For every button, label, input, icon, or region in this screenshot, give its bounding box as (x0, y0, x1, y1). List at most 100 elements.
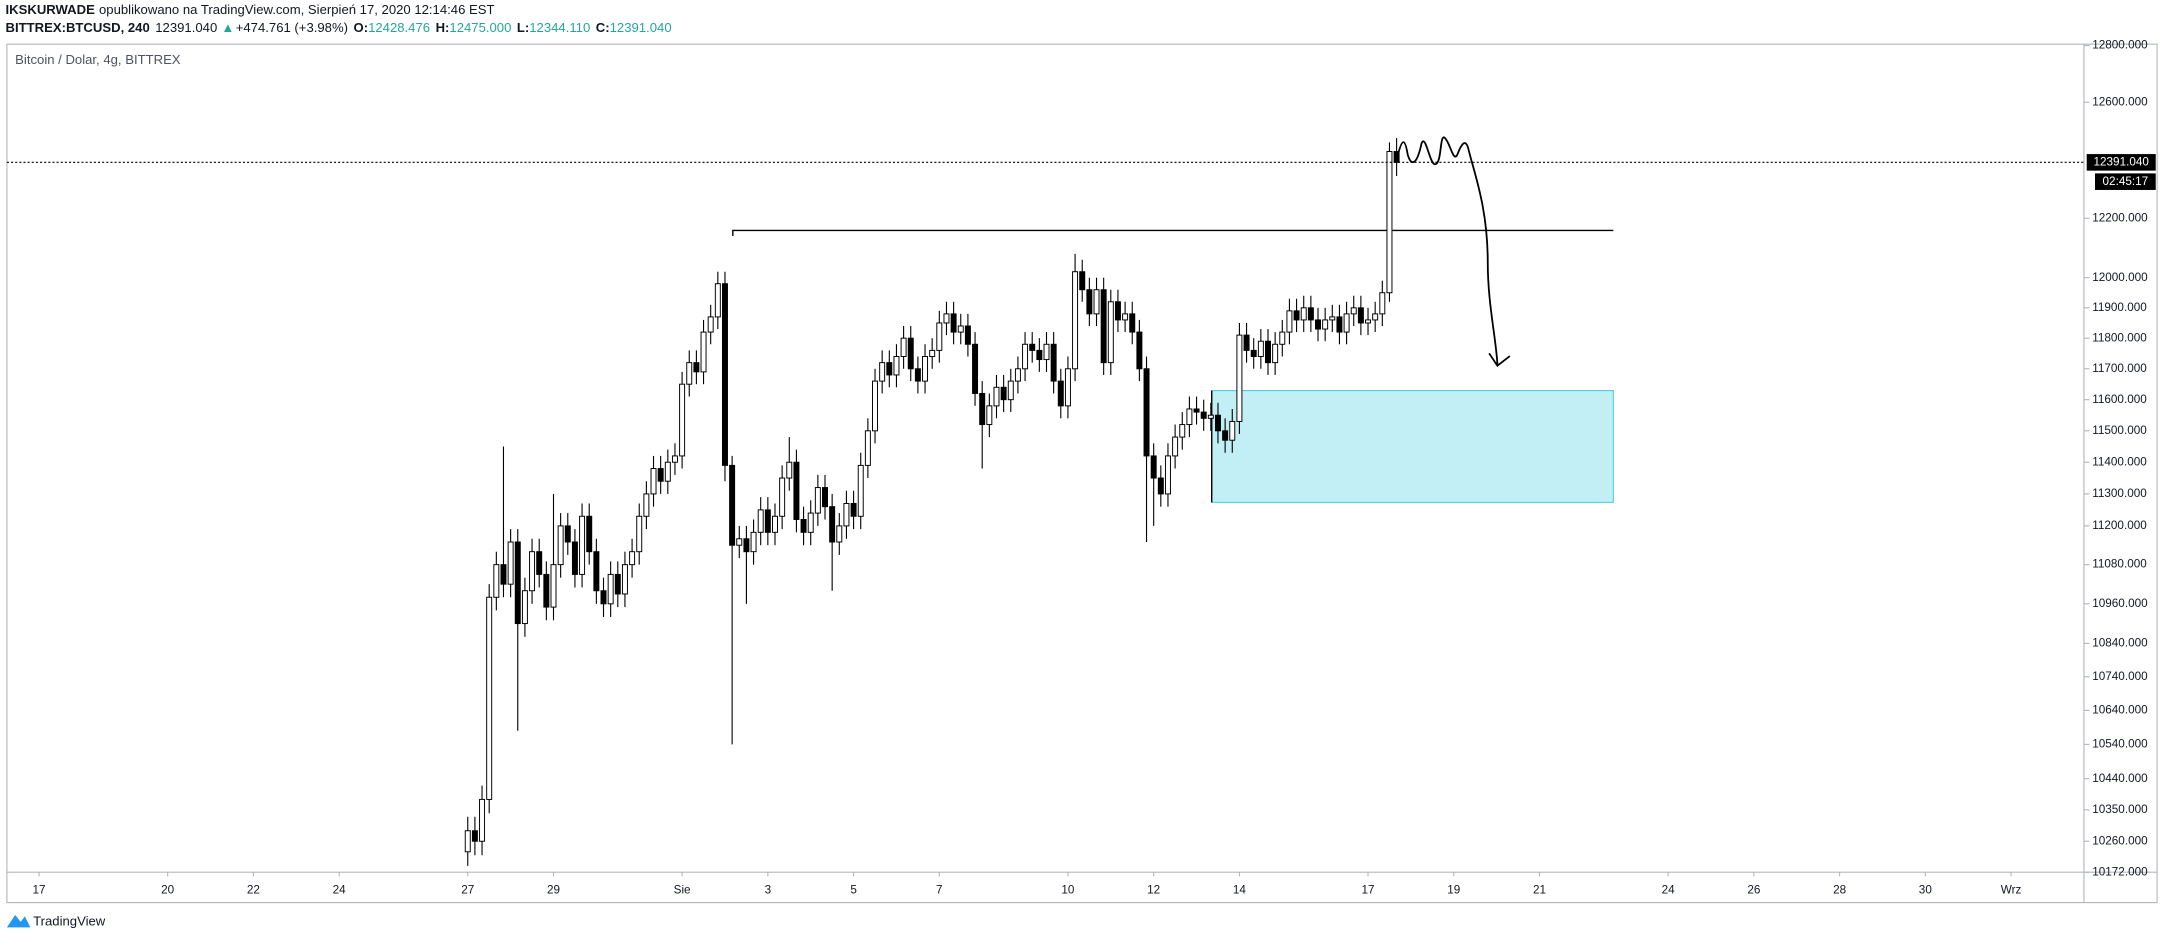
author: IKSKURWADE (6, 3, 96, 18)
candle-body (529, 551, 536, 592)
candle-body (1265, 340, 1271, 364)
arrow: ▲ (221, 20, 234, 35)
countdown-box (2094, 173, 2156, 190)
candle-body (1250, 349, 1257, 357)
candle-body (636, 515, 643, 553)
candle-body (664, 461, 671, 482)
candle-body (1050, 343, 1057, 382)
candle-body (957, 325, 964, 333)
candle-body (1150, 455, 1157, 479)
last-price-box (2086, 154, 2156, 171)
candle-body (1129, 313, 1136, 333)
candle-body (629, 551, 636, 566)
candle-body (807, 512, 814, 533)
candle-body (943, 313, 950, 324)
candle-body (979, 392, 986, 426)
price: 12391.040 (155, 20, 217, 35)
x-tick-label: 19 (1447, 883, 1460, 896)
x-tick-label: 17 (33, 883, 46, 896)
candle-body (657, 468, 664, 482)
candle-body (843, 503, 850, 527)
y-tick-label: 12200.000 (2092, 211, 2148, 224)
candle-body (500, 564, 507, 585)
candle-body (1164, 455, 1171, 495)
y-tick-label: 10540.000 (2092, 737, 2148, 750)
ohlc-label: H: (436, 20, 450, 35)
candle-body (772, 515, 778, 533)
footer: TradingView (6, 913, 106, 928)
candle-body (1000, 386, 1007, 401)
candle-body (1072, 271, 1079, 370)
candle-body (679, 383, 686, 457)
candle-body (814, 487, 821, 514)
candle-body (1315, 319, 1321, 330)
candle-body (1236, 334, 1243, 422)
ohlc-label: O: (354, 20, 369, 35)
candle-body (836, 525, 843, 543)
y-tick-label: 10640.000 (2092, 704, 2148, 717)
candle-body (1122, 313, 1129, 321)
candle-body (1029, 343, 1036, 351)
candle-body (1157, 477, 1164, 495)
candle-body (471, 830, 478, 842)
x-tick-label: 21 (1533, 883, 1546, 896)
candle-body (543, 573, 550, 608)
y-tick-label: 11900.000 (2092, 301, 2147, 314)
candle-body (1322, 319, 1329, 330)
candle-body (1300, 307, 1307, 321)
x-tick-label: 7 (936, 883, 943, 896)
x-tick-label: 5 (850, 883, 857, 896)
x-tick-label: 14 (1233, 883, 1247, 896)
published: opublikowano na TradingView.com, Sierpie… (99, 3, 495, 18)
y-tick-label: 11600.000 (2092, 393, 2147, 406)
candle-body (1143, 368, 1150, 457)
candle-body (986, 405, 993, 426)
x-tick-label: 29 (547, 883, 560, 896)
symbol-line: BITTREX:BTCUSD, 240 12391.040 ▲+474.761 (+… (6, 20, 672, 35)
candle-body (1179, 424, 1186, 438)
x-tick-label: 28 (1833, 883, 1847, 896)
candle-body (1200, 411, 1207, 419)
candle-body (1107, 301, 1114, 364)
candle-body (1043, 343, 1050, 361)
candle-body (950, 313, 957, 333)
candle-body (493, 564, 500, 598)
candle-body (1379, 292, 1386, 315)
last-price-label: 12391.040 (2094, 155, 2150, 168)
y-tick-label: 10350.000 (2092, 803, 2148, 816)
candle-body (1100, 289, 1107, 364)
candle-body (650, 468, 657, 495)
ohlc-label: L: (517, 20, 529, 35)
hand-drawn-arrow (1397, 136, 1511, 368)
candle-body (707, 316, 714, 333)
candle-body (1036, 349, 1043, 361)
candle-body (1007, 380, 1014, 401)
candle-body (743, 538, 750, 553)
candle-body (864, 430, 871, 466)
change: +474.761 (+3.98%) (236, 20, 348, 35)
candle-body (586, 515, 593, 553)
x-tick-label: 12 (1147, 883, 1160, 896)
frame (6, 43, 2158, 904)
y-tick-label: 11400.000 (2092, 455, 2147, 468)
y-tick-label: 11080.000 (2092, 558, 2147, 571)
candle-body (800, 519, 807, 533)
candle-body (829, 506, 836, 543)
x-tick-label: 3 (765, 883, 772, 896)
candle-body (879, 362, 886, 382)
candle-body (1114, 301, 1121, 321)
candle-body (507, 541, 514, 585)
candle-body (893, 356, 900, 376)
candle-body (886, 362, 893, 376)
chart-title: Bitcoin / Dolar, 4g, BITTREX (15, 52, 181, 67)
candle-body (621, 564, 628, 595)
y-tick-label: 11200.000 (2092, 519, 2147, 532)
candle-body (936, 322, 943, 351)
candle-body (1286, 310, 1293, 333)
y-tick-label: 10840.000 (2092, 637, 2148, 650)
x-tick-label: 30 (1919, 883, 1933, 896)
x-tick-label: 24 (1662, 883, 1676, 896)
candle-body (857, 464, 864, 517)
